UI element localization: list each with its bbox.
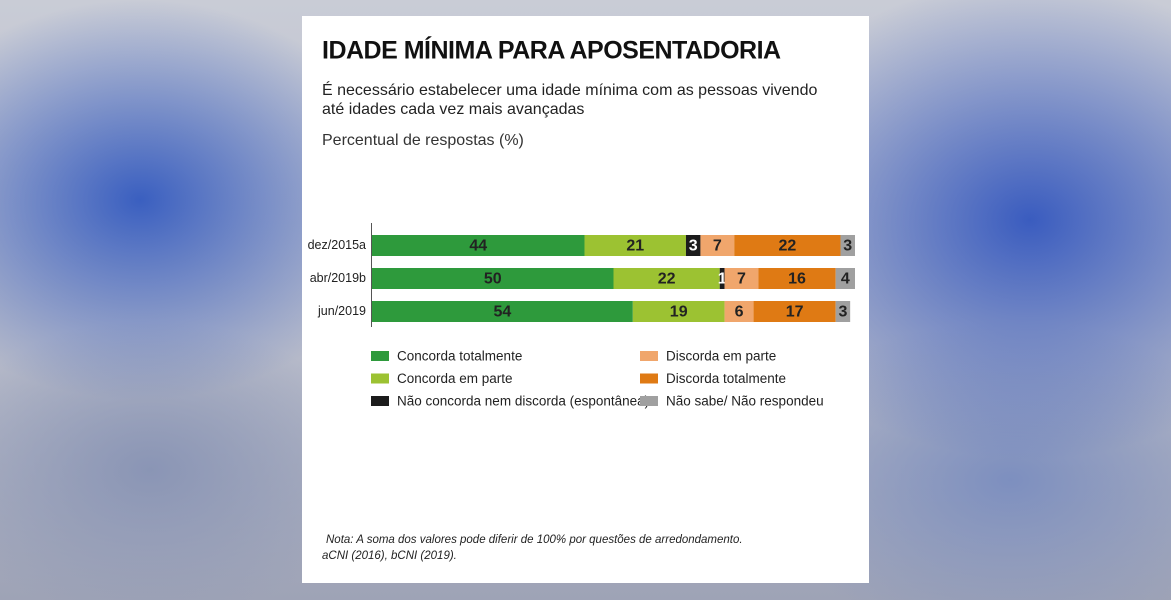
value-label: 19 bbox=[670, 304, 688, 321]
legend-swatch bbox=[371, 373, 389, 384]
value-label: 3 bbox=[843, 238, 852, 255]
legend-label: Discorda em parte bbox=[666, 349, 776, 364]
y-tick-label: jun/2019 bbox=[317, 304, 366, 318]
y-tick-label: abr/2019b bbox=[310, 271, 366, 285]
legend-swatch bbox=[640, 373, 658, 384]
value-label: 3 bbox=[838, 304, 847, 321]
bar-segment bbox=[372, 301, 633, 322]
value-label: 1 bbox=[718, 271, 727, 288]
value-label: 16 bbox=[788, 271, 806, 288]
value-label: 3 bbox=[689, 238, 698, 255]
note: Nota: A soma dos valores pode diferir de… bbox=[326, 534, 743, 546]
value-label: 17 bbox=[786, 304, 804, 321]
legend-label: Não sabe/ Não respondeu bbox=[666, 394, 824, 409]
axis-label: Percentual de respostas (%) bbox=[322, 132, 524, 149]
value-label: 6 bbox=[735, 304, 744, 321]
chart-card bbox=[302, 16, 869, 583]
legend-label: Concorda totalmente bbox=[397, 349, 522, 364]
legend-label: Não concorda nem discorda (espontânea) bbox=[397, 394, 649, 409]
legend-label: Concorda em parte bbox=[397, 371, 513, 386]
chart-title: IDADE MÍNIMA PARA APOSENTADORIA bbox=[322, 36, 781, 65]
bar-segment bbox=[840, 235, 855, 256]
value-label: 44 bbox=[469, 238, 487, 255]
value-label: 7 bbox=[713, 238, 722, 255]
legend-swatch bbox=[640, 396, 658, 406]
legend-swatch bbox=[371, 351, 389, 361]
legend-swatch bbox=[371, 396, 389, 406]
bar-segment bbox=[734, 235, 841, 256]
value-label: 22 bbox=[778, 238, 796, 255]
value-label: 4 bbox=[841, 271, 850, 288]
bar-segment bbox=[613, 268, 720, 289]
bar-segment bbox=[372, 268, 614, 289]
bar-segment bbox=[700, 235, 735, 256]
subtitle: É necessário estabelecer uma idade mínim… bbox=[322, 80, 817, 99]
value-label: 21 bbox=[626, 238, 644, 255]
y-tick-label: dez/2015a bbox=[308, 238, 366, 252]
bar-segment bbox=[719, 268, 725, 289]
value-label: 22 bbox=[658, 271, 676, 288]
legend-swatch bbox=[640, 351, 658, 361]
bar-segment bbox=[724, 268, 759, 289]
bar-segment bbox=[835, 301, 851, 322]
value-label: 54 bbox=[494, 304, 512, 321]
note: aCNI (2016), bCNI (2019). bbox=[322, 550, 457, 562]
bar-segment bbox=[724, 301, 754, 322]
bar-segment bbox=[685, 235, 701, 256]
bar-segment bbox=[753, 301, 836, 322]
bar-segment bbox=[632, 301, 725, 322]
bar-segment bbox=[758, 268, 836, 289]
bar-segment bbox=[372, 235, 585, 256]
value-label: 50 bbox=[484, 271, 502, 288]
bar-segment bbox=[584, 235, 686, 256]
value-label: 7 bbox=[737, 271, 746, 288]
bar-segment bbox=[835, 268, 855, 289]
subtitle: até idades cada vez mais avançadas bbox=[322, 101, 584, 118]
legend-label: Discorda totalmente bbox=[666, 371, 786, 386]
